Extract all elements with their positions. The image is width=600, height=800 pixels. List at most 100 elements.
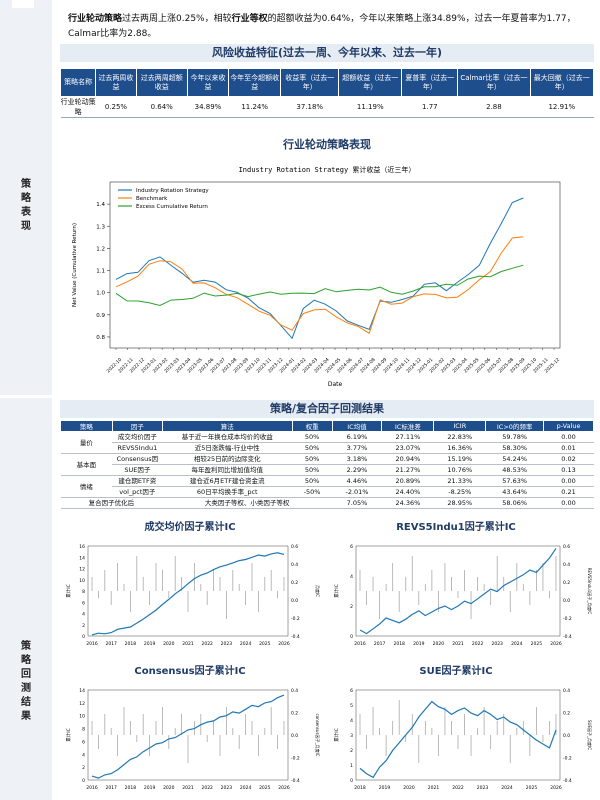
ic-chart-3: 0 2 4 6 8 10 12 14 -0.4 -0.2 0.0 0.2 0.4 2016 2017 2018… — [60, 676, 322, 796]
table-cell: 1.77 — [401, 96, 458, 118]
column-header: 策略 — [60, 420, 113, 432]
column-header: 因子 — [111, 420, 163, 432]
plot-frame — [87, 689, 289, 781]
y-right-tick-label: 0.0 — [291, 733, 298, 739]
series-line-1 — [115, 197, 524, 340]
y-right-tick-label: 0.6 — [291, 544, 298, 550]
table-cell: 37.18% — [280, 96, 339, 118]
x-tick-label: 2018 — [393, 641, 405, 647]
y-tick-label: 1.1 — [96, 269, 105, 275]
x-tick-label: 2021 — [182, 641, 194, 647]
chart-background — [60, 532, 322, 652]
factor-backtest-table: 策略 因子 算法 权重 IC均值 IC标准差 ICIR IC>0的频率 p-Va… — [60, 420, 594, 509]
table-cell: Consensus因 — [112, 453, 163, 465]
y-right-tick-label: 0.4 — [563, 562, 570, 568]
column-header: 今年至今超额收益 — [228, 68, 282, 97]
y-right-axis-label: SUE因子_月度IC — [587, 720, 593, 750]
y-right-tick-label: 0.0 — [563, 598, 570, 604]
y-left-tick-label: 10 — [79, 578, 85, 584]
table-cell: 60日平均换手率_pct — [162, 486, 293, 498]
x-tick-label: 2019 — [379, 785, 391, 791]
x-tick-label: 2023 — [221, 641, 233, 647]
table-cell: 成交均价因子 — [112, 431, 163, 443]
legend-label: Benchmark — [136, 196, 168, 202]
column-header: 过去两周超额收益 — [135, 68, 188, 97]
chart-background — [328, 532, 594, 652]
table-cell: 4.46% — [332, 475, 382, 487]
column-header: ICIR — [433, 420, 487, 432]
table-cell: 24.36% — [381, 497, 434, 509]
y-right-tick-label: 0.2 — [563, 711, 570, 717]
x-tick-label: 2026 — [278, 641, 290, 647]
y-left-tick-label: 12 — [79, 701, 85, 707]
column-header: Calmar比率（过去一年） — [457, 68, 531, 97]
table-row: REVS5Indu1 近5日涨跌幅-行业中性 50% 3.77% 23.07% … — [61, 442, 594, 454]
y-left-tick-label: 8 — [82, 727, 85, 733]
x-tick-label: 2022 — [472, 641, 484, 647]
table-row: 基本面 Consensus因 相较25日前的边际变化 50% 3.18% 20.… — [60, 453, 594, 476]
table-cell: 28.95% — [433, 497, 486, 509]
y-left-tick-label: 6 — [350, 688, 353, 694]
table-summary-row: 复合因子优化后 大类因子等权、小类因子等权 7.05% 24.36% 28.95… — [60, 497, 594, 509]
y-right-tick-label: 0.2 — [563, 580, 570, 586]
y-left-tick-label: 12 — [79, 567, 85, 573]
table-cell: 15.19% — [433, 453, 486, 465]
table-cell: -2.01% — [332, 486, 382, 498]
y-right-tick-label: -0.2 — [563, 756, 572, 762]
ic-chart-title-1: 成交均价因子累计IC — [144, 522, 236, 533]
series-line-2 — [115, 236, 524, 335]
table-cell: 每年盈利同比增加值均值 — [162, 464, 293, 476]
x-tick-label: 2024 — [240, 785, 252, 791]
table-cell: 50% — [292, 475, 333, 487]
side-char: 略 — [21, 193, 31, 204]
x-tick-label: 2020 — [163, 641, 175, 647]
y-right-tick-label: -0.4 — [563, 634, 572, 640]
table-cell: 20.94% — [381, 453, 434, 465]
side-strip-bottom — [0, 398, 52, 800]
column-header: IC标准差 — [381, 420, 435, 432]
y-tick-label: 1.0 — [96, 291, 105, 297]
intro-text-1: 过去两周上涨0.25%，相较 — [122, 14, 232, 24]
table-cell: 27.11% — [381, 431, 434, 443]
table-cell: 2.29% — [332, 464, 382, 476]
table-cell: 10.76% — [433, 464, 486, 476]
y-left-tick-label: 2 — [350, 604, 353, 610]
y-left-tick-label: 4 — [82, 612, 85, 618]
table-cell: 21.33% — [433, 475, 486, 487]
table-cell: 43.64% — [485, 486, 544, 498]
x-tick-label: 2017 — [105, 641, 117, 647]
x-tick-label: 2016 — [354, 641, 366, 647]
column-header: 最大回撤（过去一年） — [529, 68, 595, 97]
plot-frame — [87, 545, 289, 637]
table-header-row: 策略名称 过去两周收益 过去两周超额收益 今年以来收益 今年至今超额收益 收益率… — [59, 68, 595, 97]
table-cell: 23.07% — [381, 442, 434, 454]
y-left-axis-label: 累计IC — [65, 584, 72, 597]
intro-text-2: 的超额收益为0.64%，今年以来策略上涨34.89%，过去一年夏普率为1.77，… — [68, 14, 576, 39]
table-cell: 21.27% — [381, 464, 434, 476]
x-tick-label: 2020 — [433, 641, 445, 647]
cumulative-ic-line — [91, 694, 285, 779]
y-left-tick-label: 2 — [350, 748, 353, 754]
side-char: 果 — [21, 711, 31, 722]
x-tick-label: 2019 — [144, 785, 156, 791]
table-cell: 24.40% — [381, 486, 434, 498]
x-tick-label: 2020 — [403, 785, 415, 791]
y-axis-label: Net Value (Cumulative Return) — [72, 223, 78, 307]
column-header: IC均值 — [331, 420, 383, 432]
table-cell: 0.64% — [136, 96, 188, 118]
y-left-tick-label: 3 — [350, 733, 353, 739]
y-tick-label: 1.4 — [96, 202, 105, 208]
table-cell: 3.77% — [332, 442, 382, 454]
y-tick-label: 0.8 — [96, 335, 105, 341]
legend-label: Excess Cumulative Return — [136, 204, 208, 210]
y-left-tick-label: 4 — [350, 718, 353, 724]
column-header: 策略名称 — [59, 68, 97, 97]
table-cell: 11.19% — [338, 96, 402, 118]
column-header: 今年以来收益 — [186, 68, 230, 97]
x-tick-label: 2025 — [531, 641, 543, 647]
y-right-tick-label: -0.2 — [291, 756, 300, 762]
table-row: 量价 成交均价因子 基于近一年换仓成本均价的收益 50% 6.19% 27.11… — [60, 431, 594, 454]
table-row: SUE因子 每年盈利同比增加值均值 50% 2.29% 21.27% 10.76… — [61, 464, 594, 476]
performance-chart: Industry Rotation Strategy 累计收益（近三年） 0.8 0… — [60, 160, 594, 390]
y-left-tick-label: 0 — [82, 634, 85, 640]
